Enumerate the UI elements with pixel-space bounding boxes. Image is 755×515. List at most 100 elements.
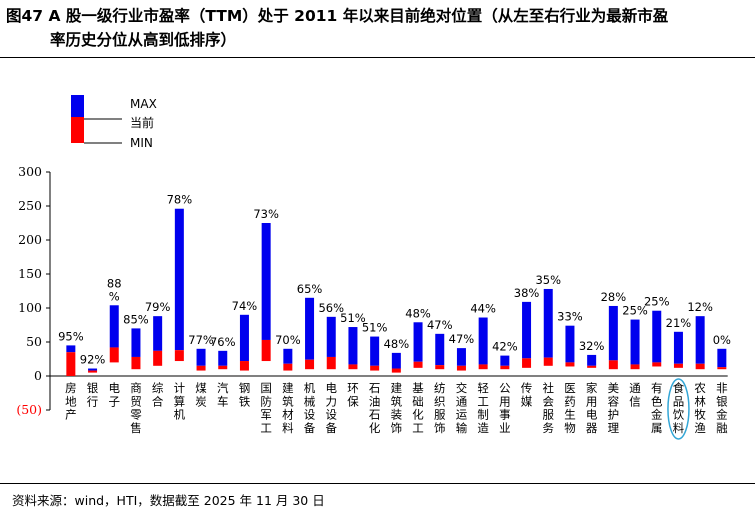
category-label: 械 — [304, 394, 316, 408]
bar-current-segment — [673, 363, 683, 368]
category-label: 制 — [477, 408, 489, 422]
category-label: 牧 — [694, 408, 706, 422]
bar-current-segment — [565, 362, 575, 367]
legend-label: MIN — [130, 136, 153, 150]
bar-max-segment — [522, 301, 532, 359]
category-label: 交 — [456, 381, 468, 395]
bar-max-segment — [348, 327, 358, 365]
category-label: 业 — [499, 421, 511, 435]
category-label: 煤 — [195, 381, 207, 395]
bar-current-segment — [239, 361, 249, 371]
bar-max-segment — [88, 368, 98, 371]
bar-current-segment — [478, 364, 488, 370]
category-label: 综 — [152, 381, 164, 395]
percentile-label: 44% — [470, 302, 496, 316]
category-label: 贸 — [130, 394, 142, 408]
bar-current-segment — [543, 357, 553, 366]
bar-current-segment — [608, 360, 618, 370]
bar-current-segment — [391, 368, 401, 373]
category-label: 地 — [65, 394, 77, 408]
percentile-label: 51% — [362, 321, 388, 335]
percentile-label: 47% — [427, 318, 453, 332]
y-tick-label: (50) — [16, 402, 42, 417]
percentile-label: 74% — [232, 299, 258, 313]
category-label: 护 — [608, 408, 620, 422]
bar-max-segment — [717, 348, 727, 368]
top-rule — [0, 57, 755, 58]
bar-max-segment — [370, 336, 380, 366]
category-label: 通 — [456, 394, 468, 408]
bar-current-segment — [456, 365, 466, 371]
category-label: 电 — [326, 381, 338, 395]
bar-current-segment — [66, 352, 76, 376]
category-label: 色 — [651, 394, 663, 408]
bar-max-segment — [66, 345, 76, 353]
bar-max-segment — [283, 348, 293, 364]
category-label: 石 — [369, 381, 381, 395]
percentile-label: 32% — [579, 339, 605, 353]
percentile-label: 25% — [622, 304, 648, 318]
bar-current-segment — [522, 358, 532, 368]
legend-min-swatch — [71, 117, 84, 143]
category-label: 媒 — [521, 394, 533, 408]
category-label: 食 — [673, 381, 685, 395]
percentile-label: 88 — [107, 276, 122, 290]
bar-current-segment — [326, 356, 336, 370]
category-label: 工 — [412, 421, 424, 435]
bar-max-segment — [218, 350, 228, 366]
bar-current-segment — [153, 350, 163, 366]
category-label: 设 — [304, 408, 316, 422]
bar-group — [66, 208, 727, 376]
bar-max-segment — [435, 333, 445, 366]
bar-current-segment — [174, 350, 184, 362]
bar-max-segment — [608, 305, 618, 361]
legend-max-swatch — [71, 95, 84, 117]
category-label: 合 — [152, 394, 164, 408]
y-tick-label: 150 — [18, 266, 42, 281]
category-label: 铁 — [239, 394, 251, 408]
category-label: 机 — [304, 381, 316, 395]
y-axis: (50) 0 50 100 150 200 250 300 — [16, 164, 728, 417]
bar-current-segment — [348, 364, 358, 370]
category-label: 务 — [543, 421, 555, 435]
bar-current-segment — [109, 347, 119, 363]
category-label: 设 — [326, 408, 338, 422]
percentile-label: 38% — [514, 286, 540, 300]
bar-current-segment — [261, 339, 271, 362]
y-tick-label: 200 — [18, 232, 42, 247]
bar-current-segment — [413, 361, 423, 368]
category-label: 计 — [174, 381, 186, 395]
percentile-label: 56% — [318, 301, 344, 315]
bar-max-segment — [673, 331, 683, 364]
percentile-label: 77% — [188, 333, 214, 347]
category-label: 服 — [434, 408, 446, 422]
category-label: 料 — [282, 421, 294, 435]
category-label: 军 — [260, 408, 272, 422]
percentile-label: 79% — [145, 300, 171, 314]
y-tick-label: 50 — [26, 334, 42, 349]
category-label: 美 — [608, 381, 620, 395]
percentile-label: 85% — [123, 312, 149, 326]
y-tick-label: 250 — [18, 198, 42, 213]
category-label: 子 — [109, 394, 121, 408]
source-note: 资料来源：wind，HTI，数据截至 2025 年 11 月 30 日 — [12, 493, 325, 508]
percentile-label: 0% — [713, 333, 731, 347]
category-label: 事 — [499, 408, 511, 422]
bar-max-segment — [109, 305, 119, 348]
percentile-label: 25% — [644, 295, 670, 309]
category-label: 非 — [716, 381, 728, 395]
legend: MAX 当前 MIN — [71, 95, 157, 150]
bar-max-segment — [543, 288, 553, 358]
bar-max-segment — [305, 297, 315, 360]
percentile-label-suffix: % — [109, 289, 120, 303]
percentile-label: 12% — [687, 300, 713, 314]
bottom-rule — [0, 483, 755, 484]
bar-current-segment — [370, 365, 380, 371]
category-label: 炭 — [195, 394, 207, 408]
category-label: 车 — [217, 394, 229, 408]
category-label: 备 — [304, 421, 316, 435]
category-label: 织 — [434, 394, 446, 408]
category-label: 传 — [521, 381, 533, 395]
bar-max-segment — [153, 316, 163, 351]
